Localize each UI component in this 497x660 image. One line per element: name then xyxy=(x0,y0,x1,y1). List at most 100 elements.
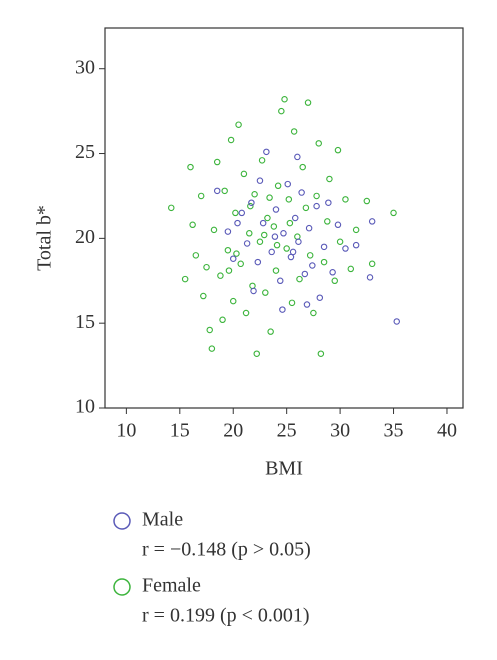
point xyxy=(266,194,273,201)
point xyxy=(258,157,266,164)
point xyxy=(280,230,287,237)
point xyxy=(316,294,324,301)
x-axis-label: BMI xyxy=(265,458,303,480)
point xyxy=(219,316,226,324)
point xyxy=(284,180,291,188)
point xyxy=(248,199,255,206)
point xyxy=(243,240,251,247)
point xyxy=(320,258,328,266)
point xyxy=(213,187,221,195)
point xyxy=(227,136,235,144)
point xyxy=(331,277,339,285)
point xyxy=(368,260,376,268)
legend-marker xyxy=(113,512,131,530)
point xyxy=(306,252,314,259)
point xyxy=(281,96,288,103)
point xyxy=(264,214,271,222)
point xyxy=(302,204,310,212)
plot-frame xyxy=(104,27,464,409)
point xyxy=(268,248,275,256)
point xyxy=(232,209,239,217)
point xyxy=(320,243,328,251)
point xyxy=(250,287,257,295)
point xyxy=(208,345,216,352)
point xyxy=(225,267,233,274)
point xyxy=(279,306,286,313)
point xyxy=(277,277,284,285)
point xyxy=(187,163,194,171)
point xyxy=(256,238,264,246)
point xyxy=(363,197,371,205)
x-tick-label: 20 xyxy=(223,420,243,442)
point xyxy=(229,255,237,262)
point xyxy=(197,192,205,200)
y-tick-label: 15 xyxy=(75,311,95,333)
point xyxy=(271,233,279,240)
point xyxy=(368,218,376,225)
legend-label: Female xyxy=(142,575,201,597)
point xyxy=(289,248,297,256)
point xyxy=(262,289,269,296)
point xyxy=(303,301,311,308)
point xyxy=(270,223,278,230)
point xyxy=(336,238,344,246)
point xyxy=(272,206,280,213)
point xyxy=(290,128,298,135)
point xyxy=(305,224,313,232)
legend-label: Male xyxy=(142,509,183,531)
point xyxy=(278,107,285,115)
point xyxy=(296,275,303,283)
point xyxy=(274,182,282,190)
point xyxy=(213,158,221,166)
point xyxy=(224,246,232,254)
point xyxy=(246,230,253,237)
point xyxy=(310,309,317,317)
point xyxy=(221,187,228,195)
point xyxy=(249,282,256,290)
y-tick-label: 30 xyxy=(75,56,95,78)
point xyxy=(325,199,332,206)
point xyxy=(237,260,244,268)
point xyxy=(217,272,224,279)
point xyxy=(285,196,293,203)
point xyxy=(273,241,281,249)
point xyxy=(247,202,254,210)
point xyxy=(168,204,175,212)
y-axis-label: Total b* xyxy=(34,205,56,271)
point xyxy=(334,221,342,229)
legend-stat: r = −0.148 (p > 0.05) xyxy=(142,539,311,561)
point xyxy=(390,209,397,217)
point xyxy=(294,153,301,161)
legend-stat: r = 0.199 (p < 0.001) xyxy=(142,605,310,627)
point xyxy=(286,219,294,227)
point xyxy=(291,214,299,222)
point xyxy=(254,258,262,266)
point xyxy=(298,189,305,196)
point xyxy=(342,245,349,252)
x-tick-label: 30 xyxy=(330,420,350,442)
point xyxy=(203,263,210,271)
point xyxy=(309,262,316,269)
point xyxy=(200,292,207,300)
y-tick-label: 20 xyxy=(75,226,95,248)
point xyxy=(313,192,320,200)
point xyxy=(294,233,301,240)
point xyxy=(299,163,306,171)
point xyxy=(235,121,242,128)
legend-marker xyxy=(113,578,131,596)
point xyxy=(229,297,237,305)
point xyxy=(295,238,302,246)
point xyxy=(352,226,360,234)
point xyxy=(352,241,360,249)
point xyxy=(315,140,322,147)
point xyxy=(233,250,240,257)
point xyxy=(393,318,400,325)
point xyxy=(189,221,196,229)
point xyxy=(210,226,218,234)
point xyxy=(224,228,232,235)
point xyxy=(272,267,280,274)
x-tick-label: 35 xyxy=(384,420,404,442)
point xyxy=(301,270,309,278)
point xyxy=(326,175,333,183)
